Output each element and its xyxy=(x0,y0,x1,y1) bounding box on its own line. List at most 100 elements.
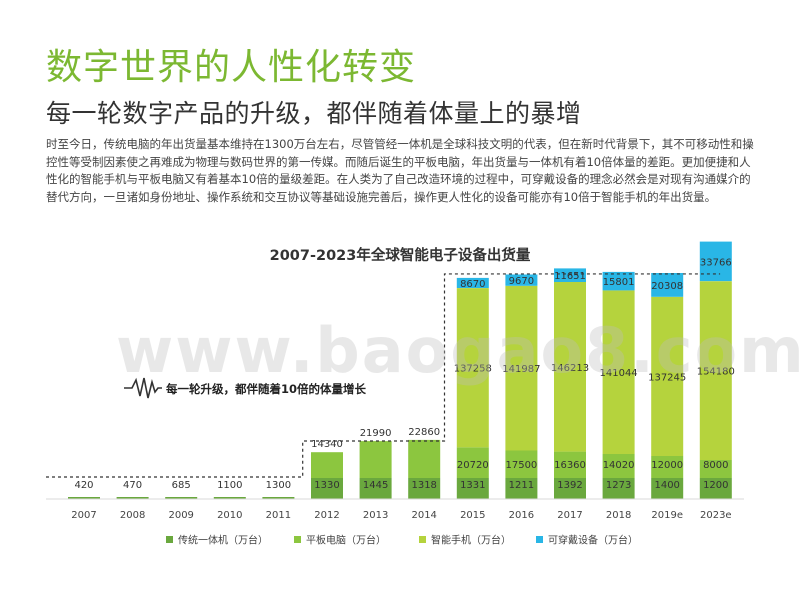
bar-traditional-2018 xyxy=(602,478,635,499)
value-label-2017: 16360 xyxy=(554,460,586,471)
bar-wearable-2019e xyxy=(651,273,684,297)
bar-traditional-2016 xyxy=(505,478,538,499)
bar-traditional-2012 xyxy=(311,478,343,499)
bar-smartphone-2018 xyxy=(602,290,635,454)
x-tick-2012: 2012 xyxy=(314,510,339,521)
x-tick-2011: 2011 xyxy=(266,510,291,521)
bar-tablet-2023e xyxy=(699,460,732,478)
value-label-2013: 21990 xyxy=(360,428,392,439)
legend-label-3: 可穿戴设备（万台） xyxy=(548,534,638,547)
bar-tablet-2015 xyxy=(456,447,489,478)
legend-swatch-2 xyxy=(419,536,426,543)
annotation-text: 每一轮升级，都伴随着10倍的体量增长 xyxy=(166,382,367,396)
bar-wearable-2015 xyxy=(456,277,489,288)
bar-traditional-2010 xyxy=(213,497,246,499)
value-label-2019e: 12000 xyxy=(651,460,683,471)
bar-traditional-2008 xyxy=(116,497,149,499)
bar-tablet-2019e xyxy=(651,456,684,478)
value-label-2010: 1100 xyxy=(217,480,242,491)
bar-smartphone-2023e xyxy=(699,281,732,460)
value-label-2013: 1445 xyxy=(363,480,388,491)
value-label-2023e: 1200 xyxy=(703,480,728,491)
x-tick-2023e: 2023e xyxy=(700,510,732,521)
labels-group: 420 470 685 1100 1300 1330 14340 1445 21990 1318 2… xyxy=(74,257,734,491)
bar-tablet-2013 xyxy=(359,441,392,478)
x-tick-2018: 2018 xyxy=(606,510,631,521)
x-tick-2013: 2013 xyxy=(363,510,388,521)
value-label-2015: 20720 xyxy=(457,460,489,471)
value-label-2023e: 154180 xyxy=(697,367,735,378)
value-label-2012: 14340 xyxy=(311,439,343,450)
bar-smartphone-2015 xyxy=(456,288,489,448)
bar-traditional-2013 xyxy=(359,478,392,499)
bar-tablet-2012 xyxy=(311,452,343,478)
bar-traditional-2014 xyxy=(408,478,441,499)
value-label-2018: 141044 xyxy=(600,368,638,379)
value-label-2014: 1318 xyxy=(411,480,436,491)
value-label-2017: 1392 xyxy=(557,480,582,491)
bar-traditional-2009 xyxy=(165,497,198,499)
value-label-2018: 14020 xyxy=(603,460,635,471)
bar-traditional-2019e xyxy=(651,478,684,499)
bar-wearable-2017 xyxy=(554,268,586,282)
value-label-2014: 22860 xyxy=(408,427,440,438)
pulse-icon xyxy=(124,377,162,399)
bar-tablet-2017 xyxy=(554,451,586,478)
value-label-2018: 15801 xyxy=(603,277,635,288)
x-tick-2007: 2007 xyxy=(71,510,96,521)
legend-swatch-3 xyxy=(536,536,543,543)
value-label-2017: 146213 xyxy=(551,363,589,374)
legend-swatch-1 xyxy=(294,536,301,543)
intro-paragraph: 时至今日，传统电脑的年出货量基本维持在1300万台左右，尽管管经一体机是全球科技… xyxy=(46,137,754,204)
value-label-2019e: 137245 xyxy=(648,372,686,383)
value-label-2009: 685 xyxy=(172,480,191,491)
value-label-2019e: 1400 xyxy=(654,480,679,491)
value-label-2017: 11651 xyxy=(554,271,586,282)
x-tick-2014: 2014 xyxy=(411,510,436,521)
bar-tablet-2018 xyxy=(602,454,635,478)
bar-traditional-2023e xyxy=(699,478,732,499)
bars-group xyxy=(68,241,732,499)
legend-label-0: 传统一体机（万台） xyxy=(178,534,268,547)
value-label-2015: 137258 xyxy=(454,364,492,375)
value-label-2015: 8670 xyxy=(460,279,485,290)
value-label-2023e: 8000 xyxy=(703,460,728,471)
x-tick-2019e: 2019e xyxy=(651,510,683,521)
value-label-2016: 17500 xyxy=(505,460,537,471)
x-tick-2016: 2016 xyxy=(509,510,534,521)
bar-tablet-2014 xyxy=(408,439,441,478)
chart-title: 2007-2023年全球智能电子设备出货量 xyxy=(270,246,531,264)
x-tick-2017: 2017 xyxy=(557,510,582,521)
value-label-2016: 1211 xyxy=(509,480,534,491)
page-subtitle: 每一轮数字产品的升级，都伴随着体量上的暴增 xyxy=(46,99,582,128)
value-label-2011: 1300 xyxy=(266,480,291,491)
value-label-2008: 470 xyxy=(123,480,142,491)
bar-smartphone-2019e xyxy=(651,296,684,456)
value-label-2012: 1330 xyxy=(314,480,339,491)
x-tick-2015: 2015 xyxy=(460,510,485,521)
bar-traditional-2017 xyxy=(554,478,586,499)
page-title: 数字世界的人性化转变 xyxy=(46,47,417,88)
bar-wearable-2016 xyxy=(505,274,538,286)
legend-label-1: 平板电脑（万台） xyxy=(306,534,386,547)
bar-traditional-2007 xyxy=(68,497,100,499)
bar-tablet-2016 xyxy=(505,450,538,478)
value-label-2007: 420 xyxy=(74,480,93,491)
value-label-2018: 1273 xyxy=(606,480,631,491)
bar-traditional-2011 xyxy=(262,497,295,499)
value-label-2016: 9670 xyxy=(509,276,534,287)
x-tick-2008: 2008 xyxy=(120,510,145,521)
value-label-2019e: 20308 xyxy=(651,281,683,292)
x-tick-labels: 2007 2008 2009 2010 2011 2012 2013 2014 2015 2016… xyxy=(71,510,731,521)
legend-label-2: 智能手机（万台） xyxy=(431,534,511,547)
value-label-2016: 141987 xyxy=(502,364,540,375)
x-tick-2009: 2009 xyxy=(168,510,193,521)
annotation-group: 每一轮升级，都伴随着10倍的体量增长 xyxy=(124,377,367,399)
bar-smartphone-2017 xyxy=(554,282,586,452)
value-label-2015: 1331 xyxy=(460,480,485,491)
value-label-2023e: 33766 xyxy=(700,257,732,268)
bar-wearable-2018 xyxy=(602,271,635,291)
legend-swatch-0 xyxy=(166,536,173,543)
legend: 传统一体机（万台） 平板电脑（万台） 智能手机（万台） 可穿戴设备（万台） xyxy=(166,534,638,547)
